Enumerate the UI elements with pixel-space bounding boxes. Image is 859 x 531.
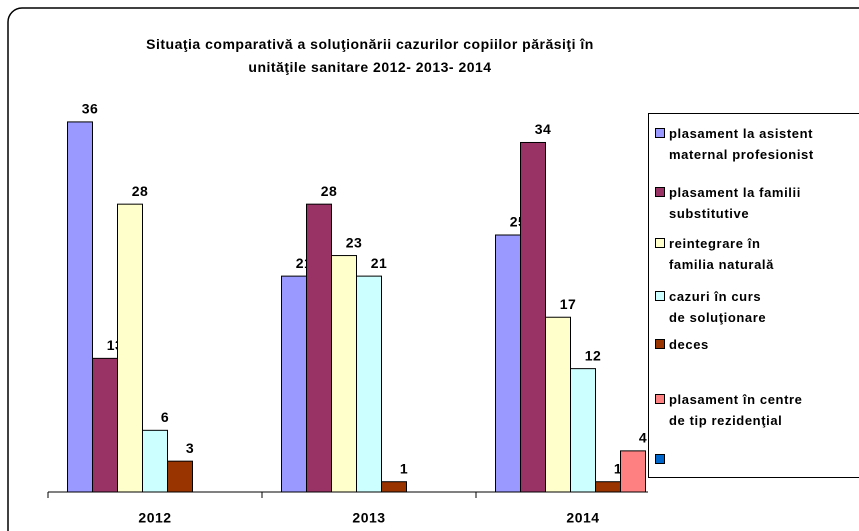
data-label: 6: [161, 409, 169, 425]
legend-swatch: [655, 394, 665, 404]
data-label: 4: [639, 430, 647, 446]
data-label: 3: [186, 440, 194, 456]
legend-label: plasament în centre de tip rezidenţial: [669, 392, 803, 428]
data-label: 17: [560, 296, 577, 312]
bar: [381, 481, 407, 493]
bar: [570, 368, 596, 493]
bar: [520, 141, 546, 493]
x-tick-label: 2013: [352, 510, 385, 526]
data-label: 36: [82, 101, 99, 117]
data-label: 1: [614, 460, 622, 476]
chart-title: Situaţia comparativă a soluţionării cazu…: [146, 36, 594, 75]
legend-swatch: [655, 291, 665, 301]
chart-border: [7, 7, 859, 531]
bar: [331, 255, 357, 493]
legend-label: plasament la asistent maternal profesion…: [669, 126, 814, 162]
bar: [167, 460, 193, 493]
legend-swatch: [655, 187, 665, 197]
legend-label: plasament la familii substitutive: [669, 185, 801, 221]
bar: [545, 316, 571, 493]
bar: [67, 121, 93, 493]
x-tick-label: 2012: [138, 510, 171, 526]
legend-swatch: [655, 238, 665, 248]
bar: [117, 203, 143, 493]
data-label: 34: [535, 121, 552, 137]
data-label: 21: [371, 255, 388, 271]
bar: [595, 481, 621, 493]
bar: [142, 429, 168, 493]
x-tick-label: 2014: [566, 510, 599, 526]
legend-swatch: [655, 128, 665, 138]
bar: [620, 450, 646, 493]
legend-label: reintegrare în familia naturală: [669, 236, 774, 272]
legend-label: cazuri în curs de soluţionare: [669, 289, 767, 325]
legend-label: deces: [669, 337, 709, 352]
data-label: 28: [132, 183, 149, 199]
data-label: 23: [346, 234, 363, 250]
bar: [356, 275, 382, 493]
bar: [495, 234, 521, 493]
bar: [306, 203, 332, 493]
data-label: 28: [321, 183, 338, 199]
legend-swatch: [655, 339, 665, 349]
bar: [92, 357, 118, 493]
legend-swatch: [655, 454, 665, 464]
data-label: 1: [400, 460, 408, 476]
legend: plasament la asistent maternal profesion…: [648, 113, 859, 478]
bar: [281, 275, 307, 493]
data-label: 12: [585, 347, 602, 363]
